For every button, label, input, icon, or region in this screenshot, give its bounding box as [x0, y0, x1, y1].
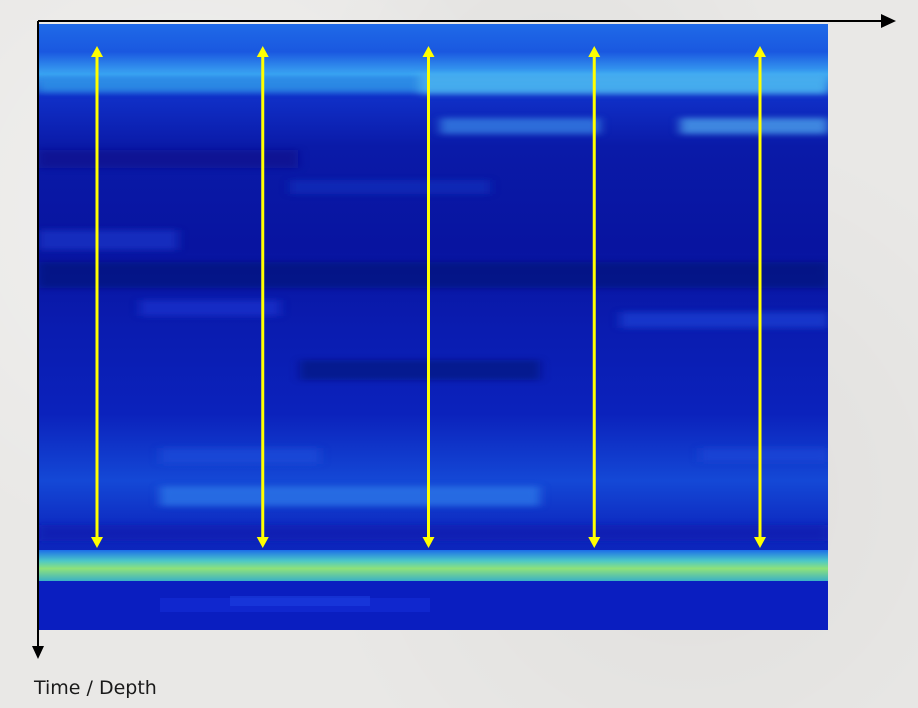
- heatmap-band: [620, 312, 828, 328]
- double-arrow-head-up: [754, 46, 766, 57]
- double-arrow-head-down: [91, 537, 103, 548]
- vertical-double-arrows: [91, 46, 766, 548]
- heatmap-band: [160, 486, 540, 506]
- double-arrow-head-up: [91, 46, 103, 57]
- double-arrow-head-up: [422, 46, 435, 57]
- double-arrow-head-down: [588, 537, 601, 548]
- heatmap-band: [38, 525, 828, 541]
- double-arrow: [91, 46, 103, 548]
- heatmap-band: [300, 360, 540, 380]
- heatmap-band: [440, 118, 600, 134]
- heatmap-band: [700, 448, 828, 462]
- heatmap-band: [680, 118, 828, 134]
- heatmap-band: [140, 300, 280, 316]
- double-arrow-head-down: [754, 537, 766, 548]
- heatmap-band: [38, 230, 178, 250]
- double-arrow: [754, 46, 766, 548]
- double-arrow: [422, 46, 435, 548]
- heatmap-lower-zone: [38, 581, 828, 630]
- double-arrow-head-down: [422, 537, 435, 548]
- heatmap-band: [38, 150, 298, 168]
- double-arrow: [256, 46, 269, 548]
- horizontal-axis-arrowhead: [881, 14, 896, 28]
- heatmap-band: [290, 180, 490, 194]
- vertical-axis-arrowhead: [32, 646, 44, 659]
- double-arrow-head-up: [256, 46, 269, 57]
- heatmap-band: [160, 448, 320, 464]
- heatmap-image: [38, 24, 828, 630]
- vertical-axis-label: Time / Depth: [34, 677, 157, 699]
- bright-reflector-band: [38, 550, 828, 581]
- heatmap-band: [420, 74, 828, 94]
- double-arrow-head-up: [588, 46, 601, 57]
- axes: [32, 14, 896, 659]
- heatmap-lower-patch: [230, 596, 370, 606]
- double-arrow-head-down: [256, 537, 269, 548]
- double-arrow: [588, 46, 601, 548]
- heatmap-band: [38, 262, 828, 288]
